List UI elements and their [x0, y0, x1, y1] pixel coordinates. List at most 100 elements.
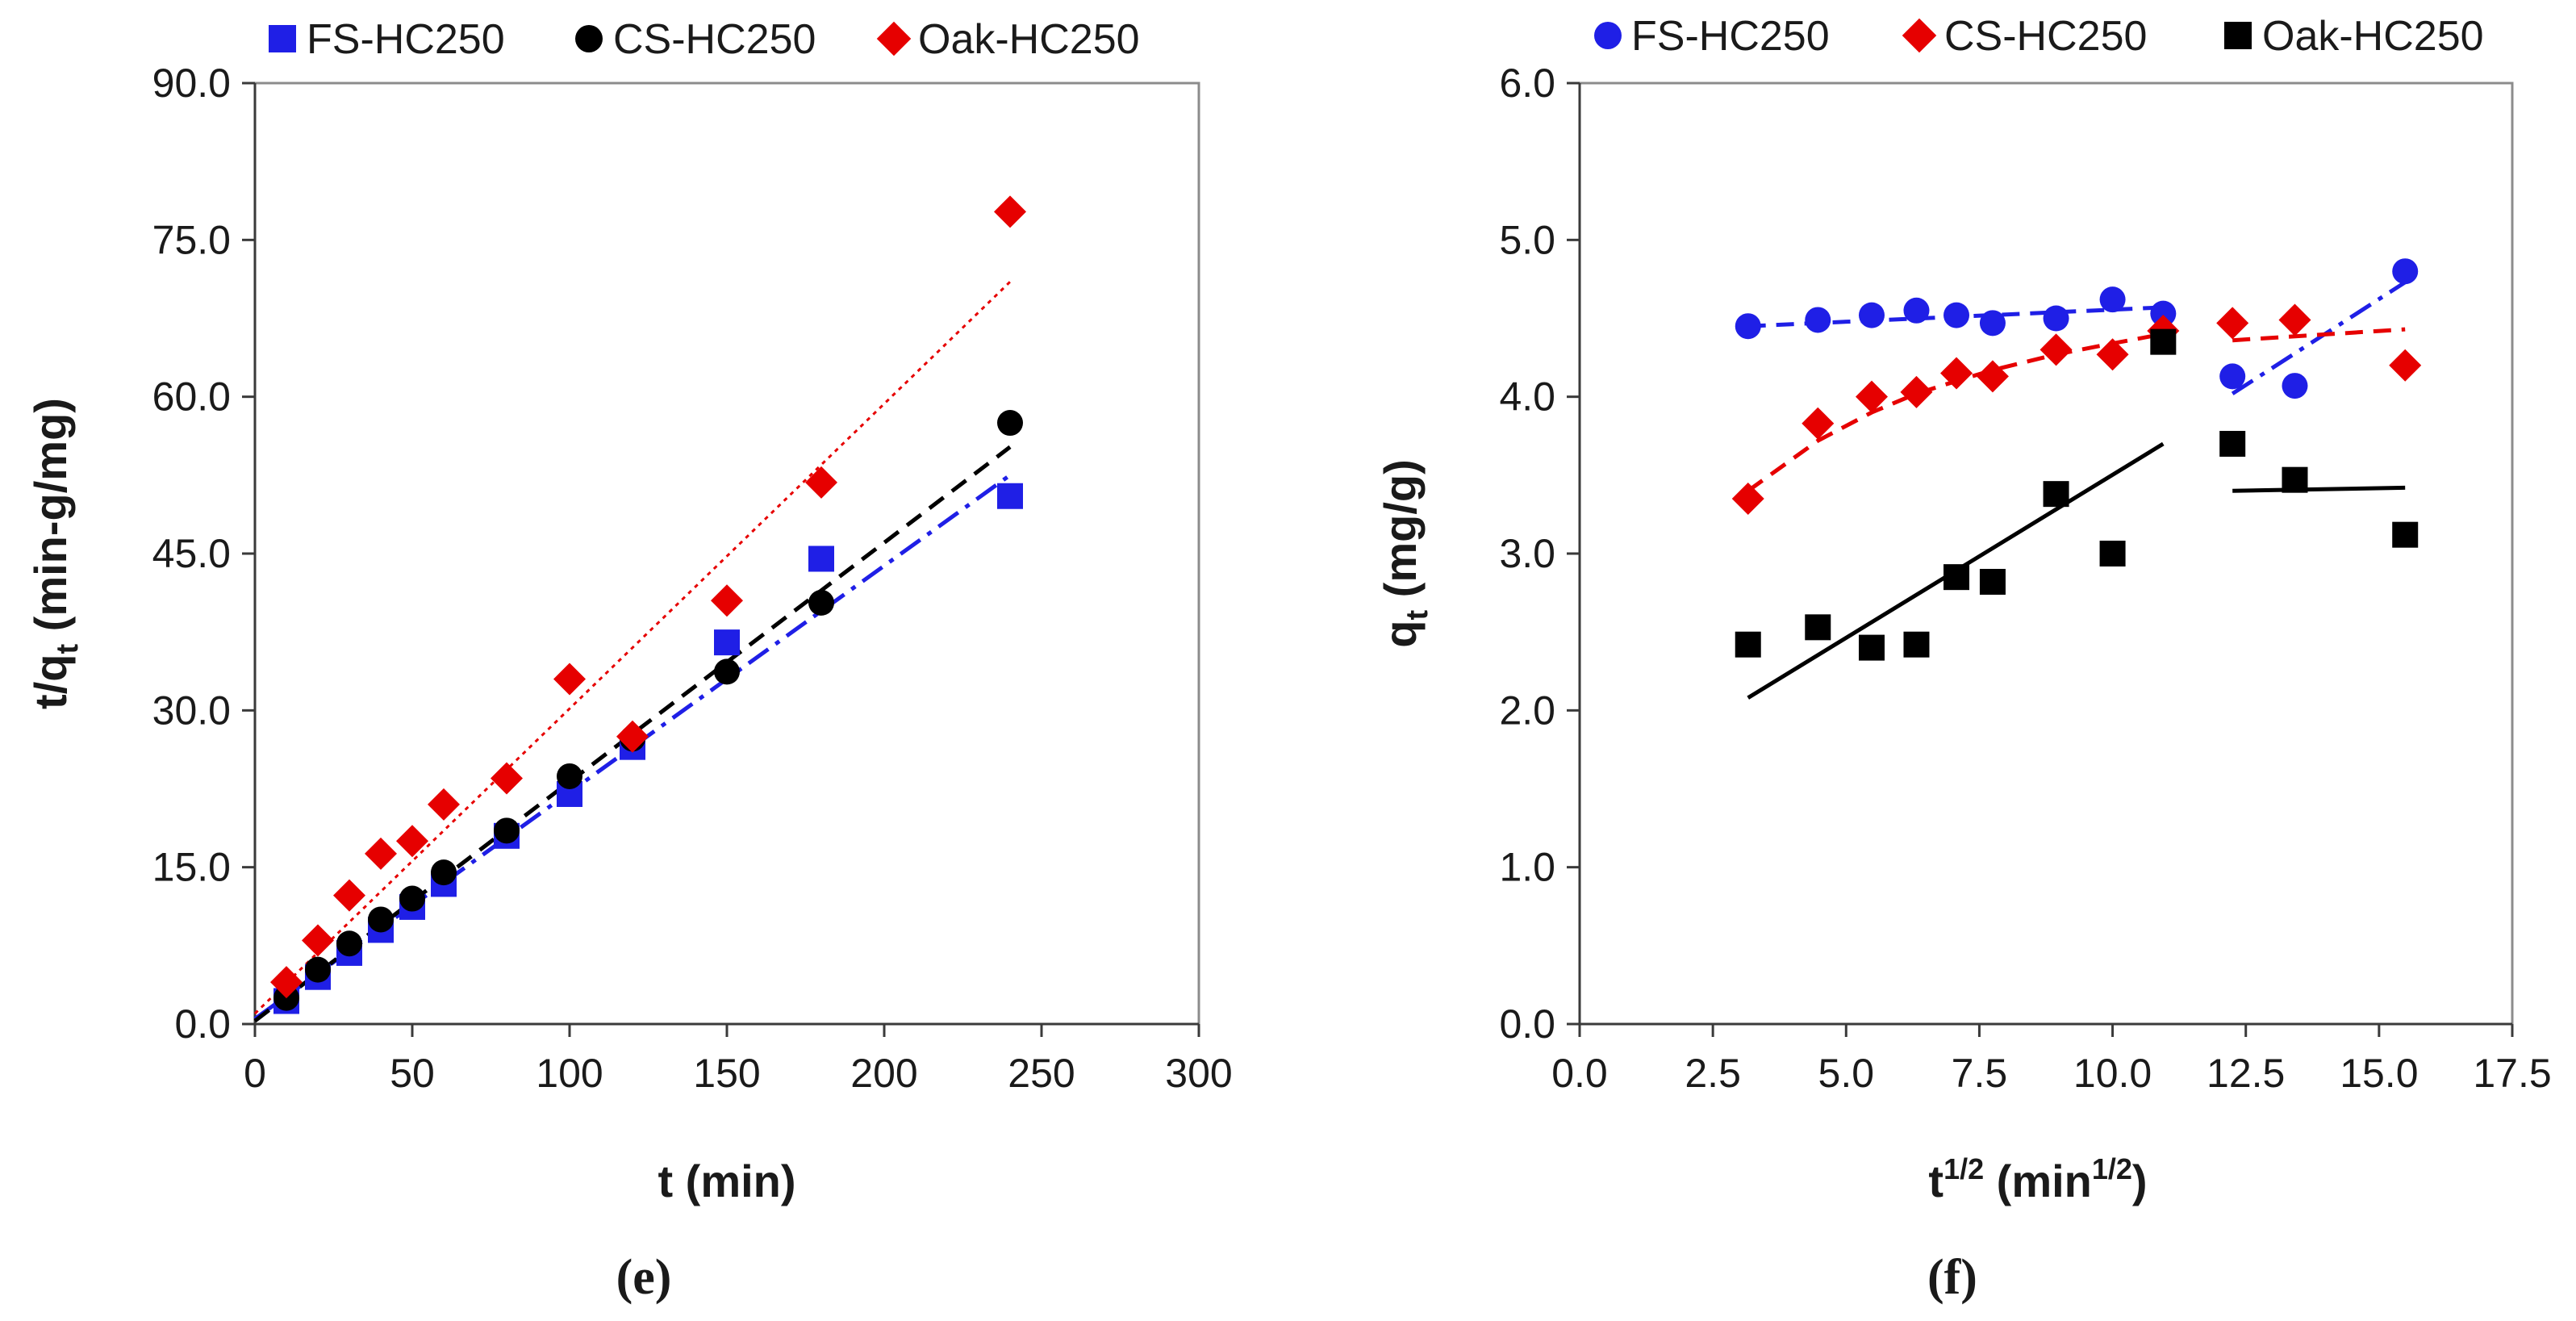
- data-point-oak-hc250: [1858, 634, 1885, 661]
- y-tick-label: 0.0: [1499, 1001, 1555, 1047]
- data-point-cs-hc250: [399, 885, 425, 912]
- data-point-oak-hc250: [1943, 564, 1970, 591]
- legend-f: FS-HC250 CS-HC250 Oak-HC250: [1594, 13, 2484, 60]
- data-point-oak-hc250: [365, 837, 397, 870]
- data-point-fs-hc250: [1903, 297, 1930, 324]
- data-point-cs-hc250: [368, 906, 394, 933]
- data-point-cs-hc250: [305, 956, 331, 983]
- data-point-oak-hc250: [333, 879, 365, 912]
- plot-area-e: [253, 82, 1200, 1026]
- data-point-oak-hc250: [302, 924, 334, 957]
- y-tick-label: 4.0: [1499, 374, 1555, 420]
- data-point-cs-hc250: [1731, 482, 1764, 515]
- fit-line-cs-hc250: [2232, 327, 2406, 343]
- data-point-fs-hc250: [1943, 302, 1970, 328]
- data-point-fs-hc250: [2392, 258, 2419, 285]
- fit-line-oak-hc250: [2232, 485, 2406, 493]
- x-tick-label: 0: [244, 1051, 266, 1096]
- data-point-oak-hc250: [994, 195, 1026, 228]
- data-point-cs-hc250: [1855, 380, 1888, 413]
- x-tick-label: 0.0: [1551, 1051, 1608, 1096]
- x-tick-label: 300: [1165, 1051, 1232, 1096]
- data-point-cs-hc250: [431, 859, 457, 886]
- data-point-oak-hc250: [1805, 614, 1831, 641]
- data-point-oak-hc250: [1735, 631, 1761, 658]
- data-point-fs-hc250: [2282, 373, 2308, 399]
- legend-label-oak-hc250: Oak-HC250: [918, 16, 1140, 63]
- y-tick-label: 2.0: [1499, 688, 1555, 733]
- data-point-oak-hc250: [616, 720, 649, 753]
- x-tick-label: 5.0: [1818, 1051, 1875, 1096]
- data-point-fs-hc250: [1858, 302, 1885, 328]
- x-tick-label: 100: [536, 1051, 603, 1096]
- data-point-cs-hc250: [1940, 357, 1973, 390]
- data-point-fs-hc250: [1735, 313, 1761, 340]
- x-tick-label: 2.5: [1685, 1051, 1741, 1096]
- legend-marker-oak-hc250: [876, 21, 912, 56]
- x-tick-label: 250: [1008, 1051, 1075, 1096]
- data-point-fs-hc250: [1979, 310, 2006, 337]
- data-point-cs-hc250: [1976, 360, 2009, 393]
- data-point-cs-hc250: [2389, 349, 2422, 382]
- y-tick-label: 60.0: [152, 374, 231, 420]
- axes-e: 0 50 100 150 200 250 300 0.0 15.0 30.0 45.0 60.0 75.…: [152, 61, 1233, 1096]
- data-point-cs-hc250: [808, 589, 834, 616]
- plot-area-f: [1578, 82, 2514, 1026]
- y-tick-label: 30.0: [152, 688, 231, 733]
- data-point-cs-hc250: [997, 410, 1023, 437]
- fit-line-oak-hc250: [253, 281, 1012, 1015]
- data-point-fs-hc250: [997, 483, 1023, 509]
- legend-marker-fs-hc250: [1594, 22, 1622, 49]
- data-point-oak-hc250: [711, 584, 743, 617]
- x-tick-label: 7.5: [1952, 1051, 2008, 1096]
- panel-label-e: (e): [616, 1250, 672, 1305]
- panel-e: 0 50 100 150 200 250 300 0.0 15.0 30.0 45.0 60.0 75.…: [25, 16, 1233, 1305]
- data-point-oak-hc250: [491, 762, 523, 795]
- panel-f: 0.0 2.5 5.0 7.5 10.0 12.5 15.0 17.5 0.0 1.0 2.0 3.0…: [1375, 13, 2552, 1305]
- y-axis-title-e: t/qt (min-g/mg): [25, 398, 85, 709]
- fit-line-fs-hc250: [2231, 280, 2407, 395]
- x-tick-label: 10.0: [2073, 1051, 2152, 1096]
- data-point-cs-hc250: [336, 930, 362, 957]
- data-point-oak-hc250: [270, 966, 303, 999]
- legend-label-fs-hc250: FS-HC250: [1631, 13, 1830, 60]
- legend-marker-cs-hc250: [575, 25, 603, 52]
- data-point-oak-hc250: [2150, 328, 2177, 355]
- data-point-cs-hc250: [494, 817, 520, 844]
- data-point-oak-hc250: [1903, 631, 1930, 658]
- data-point-fs-hc250: [2099, 286, 2126, 313]
- legend-marker-fs-hc250: [269, 25, 296, 52]
- x-axis-title-e: t (min): [658, 1156, 795, 1206]
- data-point-cs-hc250: [557, 763, 582, 789]
- data-point-fs-hc250: [1805, 307, 1831, 333]
- data-point-oak-hc250: [805, 466, 837, 499]
- y-tick-label: 90.0: [152, 61, 231, 106]
- y-tick-label: 0.0: [174, 1001, 231, 1047]
- data-point-fs-hc250: [2043, 305, 2069, 332]
- legend-e: FS-HC250 CS-HC250 Oak-HC250: [269, 16, 1140, 63]
- y-tick-label: 15.0: [152, 845, 231, 890]
- data-point-fs-hc250: [2219, 363, 2246, 390]
- data-point-oak-hc250: [2392, 521, 2419, 548]
- data-points-f: [1731, 258, 2422, 661]
- panel-label-f: (f): [1927, 1250, 1977, 1305]
- data-point-fs-hc250: [2150, 300, 2177, 327]
- data-point-cs-hc250: [2278, 303, 2311, 337]
- legend-label-cs-hc250: CS-HC250: [613, 16, 816, 63]
- y-tick-label: 45.0: [152, 531, 231, 576]
- data-point-oak-hc250: [396, 825, 428, 858]
- data-point-fs-hc250: [714, 629, 740, 656]
- x-axis-title-f: t1/2 (min1/2): [1928, 1152, 2147, 1206]
- data-points-e: [270, 195, 1026, 1014]
- y-axis-title-f: qt (mg/g): [1375, 459, 1434, 648]
- y-tick-label: 75.0: [152, 217, 231, 262]
- x-tick-label: 200: [850, 1051, 917, 1096]
- data-point-oak-hc250: [2099, 541, 2126, 566]
- x-tick-label: 15.0: [2340, 1051, 2418, 1096]
- data-point-cs-hc250: [714, 658, 740, 685]
- data-point-cs-hc250: [2216, 307, 2249, 340]
- y-tick-label: 5.0: [1499, 217, 1555, 262]
- data-point-fs-hc250: [808, 546, 834, 572]
- data-point-cs-hc250: [1900, 375, 1933, 408]
